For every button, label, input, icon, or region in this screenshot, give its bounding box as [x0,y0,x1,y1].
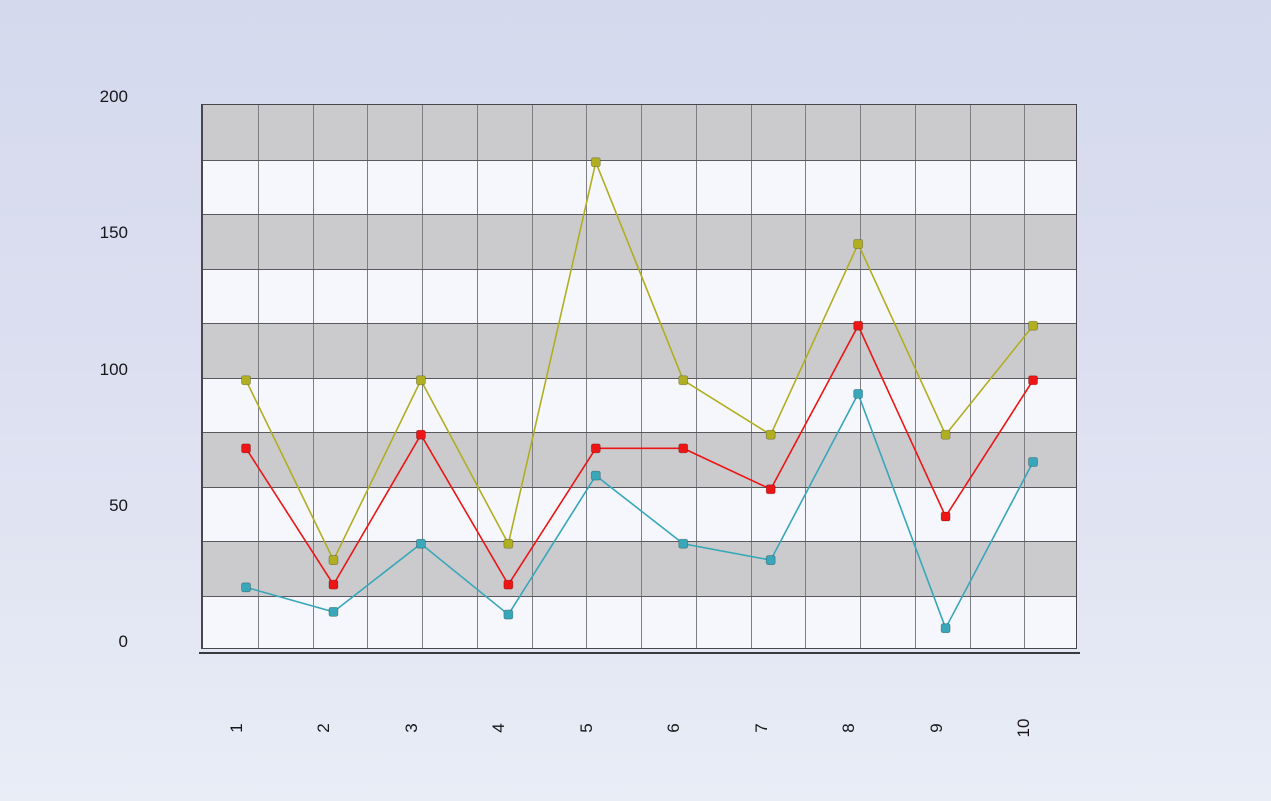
plot-band [203,214,1076,269]
y-axis-label-100: 100 [99,359,128,379]
plot-band [203,105,1076,160]
horizontal-gridline [203,377,1076,379]
series-3-marker-7 [765,555,776,565]
plot-band [203,377,1076,432]
series-3-marker-4 [503,609,514,620]
series-2-marker-7 [765,484,776,495]
series-1-marker-10 [1028,320,1038,331]
x-axis-label-5: 5 [576,723,596,733]
y-axis-label-0: 0 [118,632,128,651]
vertical-gridline [367,105,369,648]
plot-band [203,159,1076,214]
series-layer [241,157,1038,634]
horizontal-gridline [203,486,1076,488]
vertical-gridline [476,105,478,648]
series-2-marker-1 [241,443,251,454]
plot-band [203,323,1076,378]
series-1-marker-5 [590,157,601,168]
vertical-gridline [695,105,697,648]
x-axis-label-3: 3 [401,723,421,733]
series-3-marker-8 [853,388,864,399]
series-2-marker-2 [328,579,339,590]
series-2-marker-10 [1028,375,1038,386]
series-2-marker-5 [590,443,601,454]
series-1-marker-3 [415,375,426,386]
series-1-marker-6 [678,375,689,386]
series-2-line [245,323,1034,587]
series-3-marker-5 [590,470,601,481]
series-2-marker-3 [415,429,426,440]
series-3-line [245,391,1034,631]
series-1-marker-7 [765,429,776,440]
vertical-gridline [1024,105,1026,648]
series-1-marker-4 [503,538,514,549]
plot-band [203,486,1076,541]
vertical-gridline [860,105,861,648]
x-axis-label-7: 7 [751,723,771,733]
series-1-marker-2 [328,555,339,565]
x-axis-label-1: 1 [227,723,246,733]
series-3-marker-10 [1028,457,1038,467]
vertical-gridline [531,105,533,648]
vertical-gridline [312,105,314,648]
series-3-marker-2 [328,606,339,617]
horizontal-gridline [203,541,1076,542]
y-axis-label-150: 150 [99,223,128,243]
horizontal-gridline [203,268,1076,270]
series-1-line [245,159,1034,562]
horizontal-gridline [203,595,1076,597]
series-3-marker-3 [415,538,426,549]
vertical-gridline [586,105,588,648]
horizontal-gridline [203,159,1076,161]
plot-band [203,595,1076,648]
horizontal-gridline [203,214,1076,215]
vertical-gridline [914,105,916,648]
x-axis-line [199,652,1080,654]
horizontal-gridline [203,323,1076,324]
plot-band [203,268,1076,323]
vertical-gridline [805,105,807,648]
plot-band [203,432,1076,487]
series-1-marker-9 [940,429,951,440]
x-axis-label-2: 2 [314,723,334,733]
horizontal-gridline [203,432,1076,433]
plot-area [201,104,1077,649]
series-1-marker-1 [241,375,251,386]
series-2-marker-8 [853,320,864,331]
series-2-marker-6 [678,443,689,454]
series-3-marker-6 [678,538,689,549]
x-axis-label-6: 6 [664,723,684,733]
series-2-marker-9 [940,511,951,522]
y-axis-label-200: 200 [99,87,128,106]
x-axis-label-9: 9 [926,723,946,733]
series-2-marker-4 [503,579,514,590]
y-axis-label-50: 50 [109,495,128,515]
vertical-gridline [969,105,971,648]
vertical-gridline [750,105,752,648]
series-3-marker-1 [241,582,251,593]
series-3-marker-9 [940,623,951,634]
vertical-gridline [641,105,642,648]
series-1-marker-8 [853,239,864,249]
x-axis-label-8: 8 [839,723,859,733]
x-axis-label-4: 4 [489,723,509,733]
x-axis-label-10: 10 [1014,718,1034,738]
vertical-gridline [257,105,259,648]
